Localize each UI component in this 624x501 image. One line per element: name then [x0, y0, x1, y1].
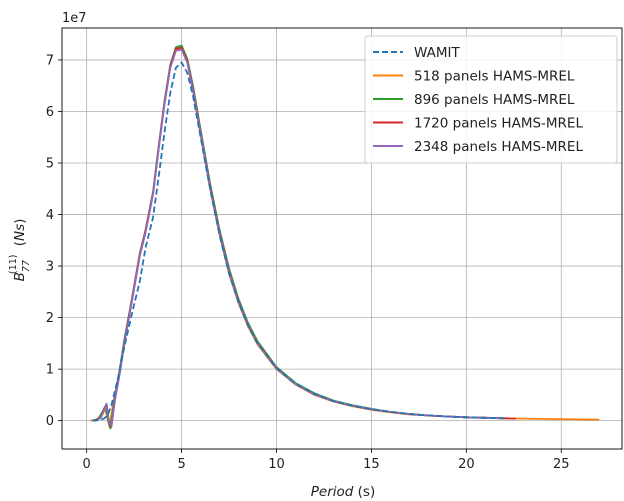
y-offset-label: 1e7: [62, 11, 87, 26]
series-line-4: [95, 48, 501, 427]
legend: WAMIT 518 panels HAMS-MREL 896 panels HAMS…: [364, 35, 618, 164]
series-line-0: [92, 61, 505, 422]
y-tick-label: 0: [46, 414, 54, 429]
x-axis: 0 5 10 15 20 25: [83, 449, 570, 472]
x-tick-label: 0: [83, 457, 91, 472]
legend-entry-label: 518 panels HAMS-MREL: [414, 69, 575, 85]
x-axis-label: Period (s): [311, 484, 375, 500]
x-tick-label: 25: [553, 457, 570, 472]
y-tick-label: 7: [46, 53, 54, 68]
y-tick-label: 2: [46, 311, 54, 326]
legend-entry-label: 2348 panels HAMS-MREL: [414, 139, 583, 155]
y-tick-label: 5: [46, 157, 54, 172]
y-tick-label: 4: [46, 208, 54, 223]
legend-entry-label: 896 panels HAMS-MREL: [414, 92, 575, 108]
y-axis-label: B77(11) (Ns): [8, 219, 32, 282]
y-tick-label: 6: [46, 105, 54, 120]
series-layer: [90, 44, 600, 430]
y-tick-label: 1: [46, 363, 54, 378]
x-tick-label: 10: [268, 457, 285, 472]
y-tick-label: 3: [46, 260, 54, 275]
x-tick-label: 20: [458, 457, 475, 472]
legend-entry-label: 1720 panels HAMS-MREL: [414, 116, 583, 132]
plot-frame: [61, 27, 623, 450]
legend-box: [364, 35, 618, 164]
legend-entry-label: WAMIT: [414, 45, 460, 61]
x-tick-label: 5: [177, 457, 185, 472]
x-tick-label: 15: [363, 457, 380, 472]
y-axis: 0 1 2 3 4 5 6 7: [46, 53, 62, 429]
